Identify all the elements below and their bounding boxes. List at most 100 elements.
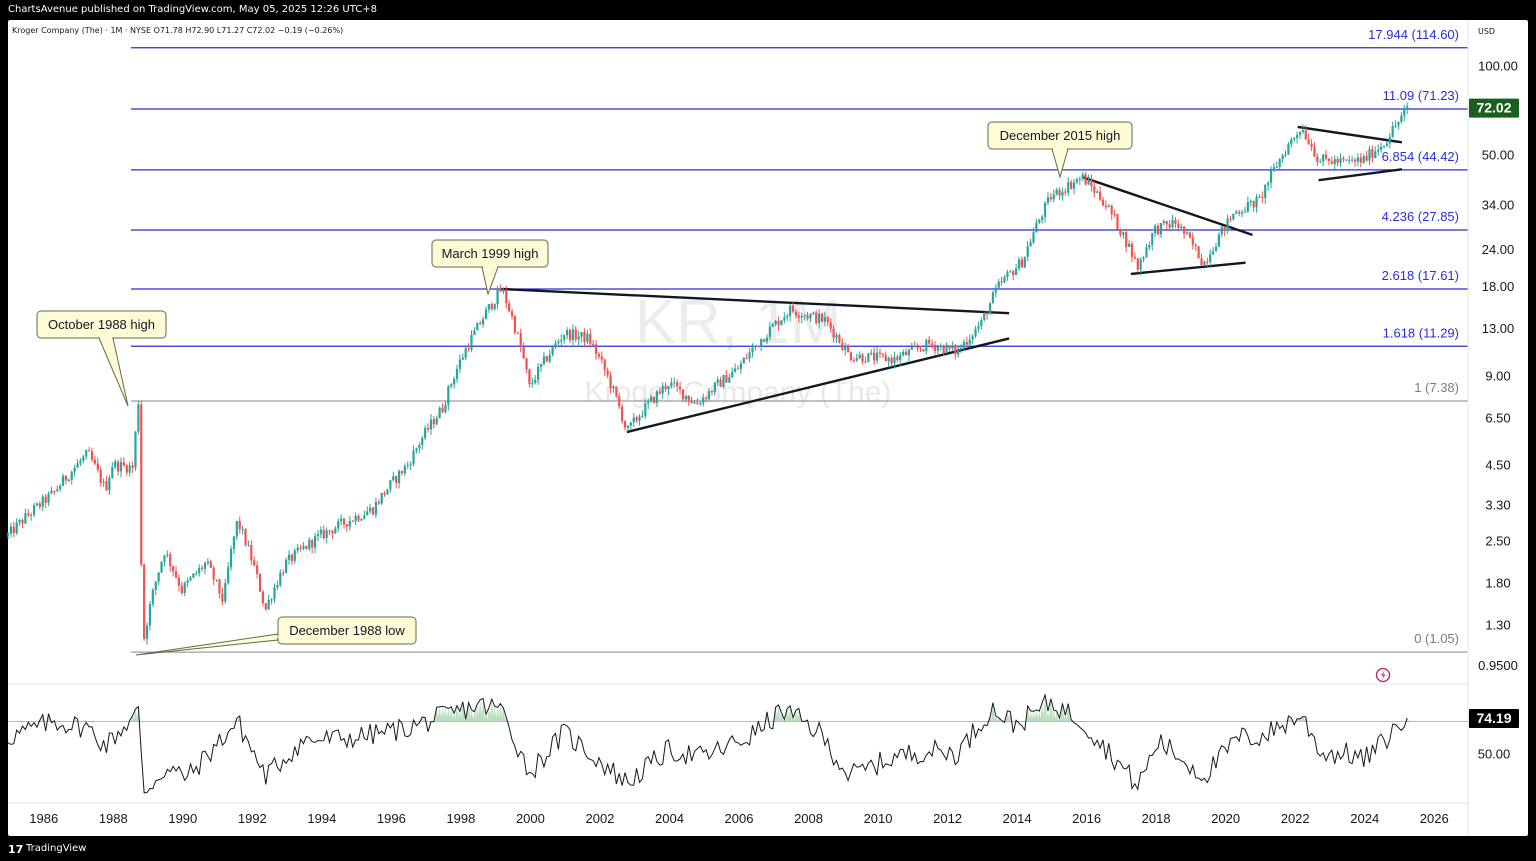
candle-body-39: [119, 462, 123, 472]
candle-body-447: [1301, 130, 1304, 133]
candle-body-62: [186, 580, 189, 583]
candle-body-233: [681, 389, 685, 400]
fib-label-1: 1 (7.38): [1414, 380, 1459, 395]
candle-body-436: [1269, 170, 1273, 183]
candle-body-353: [1029, 242, 1032, 247]
callout-pointer-3: [1051, 148, 1069, 179]
candle-body-433: [1261, 196, 1264, 198]
candle-body-414: [1206, 261, 1209, 263]
candle-body-34: [105, 481, 108, 491]
candle-body-175: [513, 316, 517, 333]
alert-icon[interactable]: [1375, 667, 1391, 683]
candle-body-14: [47, 493, 50, 503]
price-tick-5: 13.00: [1482, 321, 1515, 336]
candle-body-167: [490, 304, 493, 310]
candle-body-371: [1081, 174, 1084, 179]
publisher-text: ChartsAvenue published on TradingView.co…: [8, 4, 377, 15]
candle-body-421: [1226, 218, 1229, 231]
candle-body-428: [1246, 202, 1249, 212]
candle-body-44: [134, 431, 137, 468]
candle-body-451: [1313, 146, 1316, 157]
candle-body-378: [1101, 199, 1105, 206]
candle-body-452: [1316, 156, 1319, 162]
candle-body-138: [406, 465, 409, 467]
candle-body-329: [959, 347, 963, 349]
candle-body-314: [916, 346, 919, 349]
year-tick-11: 2008: [794, 811, 823, 826]
candle-body-410: [1194, 245, 1197, 247]
candle-body-99: [293, 550, 296, 561]
candle-body-170: [499, 289, 502, 292]
callout-text-0: October 1988 high: [48, 317, 155, 332]
candle-body-155: [455, 368, 459, 379]
tradingview-logo: 17: [8, 843, 24, 856]
candle-body-59: [177, 577, 181, 586]
candle-body-391: [1139, 259, 1142, 270]
candle-body-60: [180, 585, 183, 593]
candle-body-478: [1391, 126, 1394, 137]
currency-label: USD: [1478, 27, 1495, 36]
candle-body-335: [977, 326, 980, 329]
candle-body-22: [70, 471, 73, 480]
candle-body-341: [994, 287, 997, 293]
candle-body-251: [734, 368, 737, 372]
candle-body-307: [896, 356, 899, 361]
candle-body-201: [589, 333, 592, 344]
year-tick-12: 2010: [864, 811, 893, 826]
candle-body-293: [855, 358, 858, 361]
fib-label-3: 2.618 (17.61): [1382, 268, 1459, 283]
tradingview-brand: TradingView: [26, 843, 87, 854]
candle-body-338: [986, 313, 989, 315]
candle-body-212: [621, 406, 624, 422]
candle-body-10: [35, 503, 39, 506]
candle-body-343: [1000, 281, 1003, 283]
candle-body-195: [571, 329, 574, 341]
candle-body-468: [1362, 156, 1365, 163]
candle-body-187: [548, 354, 551, 362]
candle-body-427: [1243, 211, 1247, 213]
candle-body-277: [809, 314, 812, 319]
candle-body-285: [832, 328, 835, 338]
candle-body-214: [626, 425, 630, 428]
candle-body-97: [287, 554, 291, 560]
rsi-tick-0: 50.00: [1478, 747, 1511, 762]
candle-body-28: [88, 450, 91, 452]
candle-body-18: [59, 485, 62, 490]
candle-body-221: [647, 401, 650, 404]
candle-body-454: [1322, 154, 1325, 162]
candle-body-3: [15, 522, 18, 534]
candle-body-465: [1353, 159, 1357, 162]
candle-body-92: [273, 587, 276, 600]
candle-body-168: [493, 304, 496, 310]
candle-body-328: [957, 348, 960, 355]
candle-body-250: [731, 371, 734, 378]
candle-body-281: [820, 313, 824, 322]
year-tick-7: 2000: [516, 811, 545, 826]
candle-body-26: [82, 456, 85, 461]
candle-body-398: [1159, 223, 1163, 235]
candle-body-466: [1356, 157, 1360, 162]
candle-body-291: [849, 352, 853, 361]
candle-body-469: [1365, 156, 1368, 161]
fib-label-0: 0 (1.05): [1414, 631, 1459, 646]
callout-text-1: December 1988 low: [289, 623, 405, 638]
candle-body-98: [290, 554, 293, 561]
candle-body-171: [502, 290, 505, 292]
candle-body-29: [90, 451, 94, 460]
candle-body-5: [21, 519, 24, 524]
footer-bar: 17 TradingView: [0, 838, 1536, 861]
candle-body-397: [1156, 225, 1160, 235]
candle-body-179: [525, 358, 528, 370]
candle-body-81: [241, 528, 244, 530]
candle-body-12: [41, 496, 44, 507]
candle-body-355: [1035, 222, 1038, 233]
candle-body-69: [206, 561, 209, 564]
candle-body-194: [568, 330, 572, 341]
candle-body-333: [971, 336, 974, 340]
candle-body-345: [1006, 272, 1009, 278]
candle-body-79: [235, 521, 238, 537]
candle-body-40: [122, 462, 125, 466]
candle-body-63: [189, 577, 192, 581]
candle-body-149: [438, 407, 441, 419]
